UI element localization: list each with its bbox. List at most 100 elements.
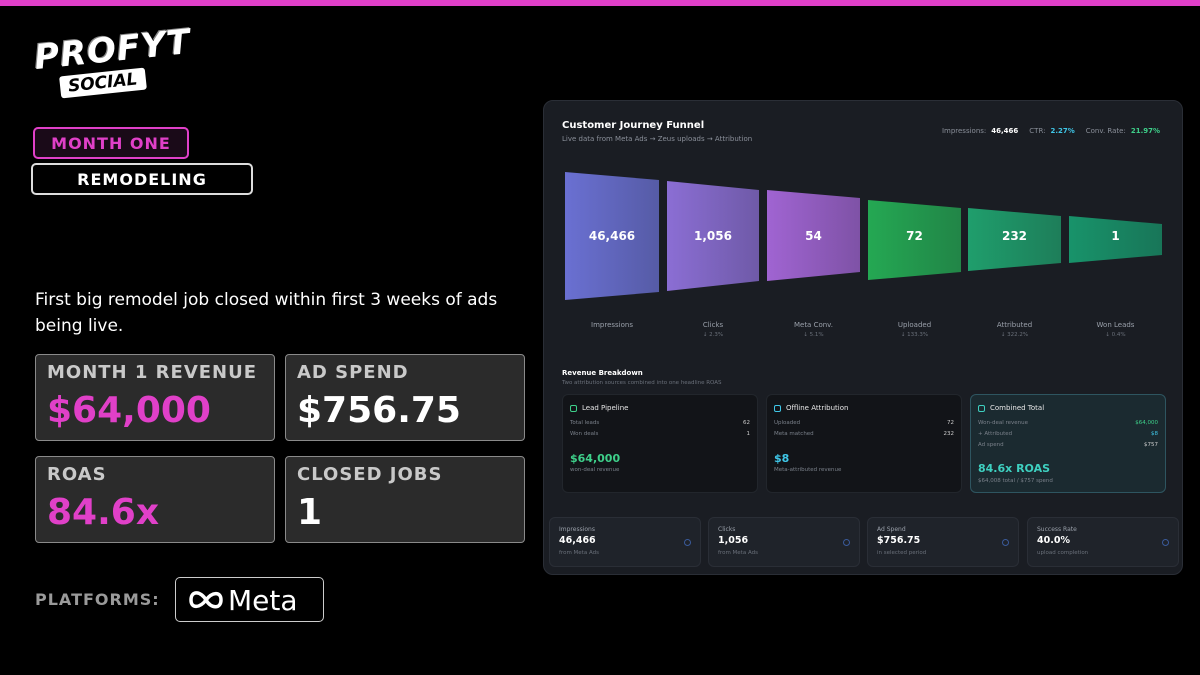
row-value: $757 [1144, 442, 1158, 448]
metric-card: Ad Spend $756.75 in selected period [867, 517, 1019, 567]
card-title: Offline Attribution [786, 404, 849, 412]
funnel-change: ↓ 322.2% [1001, 331, 1028, 338]
stat-label: AD SPEND [297, 362, 409, 383]
funnel-stage [868, 200, 961, 280]
row-value: 1 [746, 431, 751, 437]
metric-value: 40.0% [1037, 535, 1070, 546]
funnel-stage [565, 172, 659, 300]
tag-month: MONTH ONE [33, 127, 189, 159]
card-amount: $8 [774, 452, 790, 465]
card-icon [570, 405, 577, 412]
funnel-value: 232 [1002, 229, 1027, 243]
stat-card: ROAS 84.6x [35, 456, 275, 543]
row-value: 232 [943, 431, 955, 437]
metric-label: Success Rate [1037, 526, 1077, 533]
row-label: Total leads [570, 420, 600, 426]
summary: Impressions: 46,466 CTR: 2.27% Conv. Rate: 21… [942, 127, 1166, 135]
meta-logo [189, 591, 223, 609]
metric-icon [1002, 539, 1009, 546]
metric-label: Impressions [559, 526, 595, 533]
summary-value: 2.27% [1050, 127, 1075, 135]
card-note: won-deal revenue [570, 467, 620, 473]
metric-icon [1162, 539, 1169, 546]
stat-value: 1 [297, 492, 323, 533]
metric-icon [684, 539, 691, 546]
metric-label: Clicks [718, 526, 736, 533]
funnel-label: Clicks [703, 321, 724, 329]
stat-value: 84.6x [47, 492, 160, 533]
dashboard-subtitle: Live data from Meta Ads → Zeus uploads →… [562, 135, 753, 143]
description: First big remodel job closed within firs… [35, 290, 498, 336]
funnel-change: ↓ 2.3% [703, 331, 723, 338]
card-note: $64,008 total / $757 spend [978, 478, 1053, 484]
row-label: Ad spend [978, 442, 1004, 448]
dashboard-panel [543, 100, 1183, 575]
funnel-value: 72 [906, 229, 923, 243]
card-note: Meta-attributed revenue [774, 467, 842, 473]
metric-note: from Meta Ads [559, 550, 599, 556]
metric-value: 46,466 [559, 535, 596, 546]
top-bar [0, 0, 1200, 6]
platform-name: Meta [228, 584, 298, 617]
funnel-value: 54 [805, 229, 822, 243]
stat-value: $756.75 [297, 390, 461, 431]
metric-label: Ad Spend [877, 526, 906, 533]
funnel-stage [767, 190, 860, 281]
funnel-stage [667, 181, 759, 291]
breakdown-card: Offline Attribution Uploaded 72 Meta matche… [766, 394, 962, 493]
card-title: Lead Pipeline [582, 404, 629, 412]
row-value: $64,000 [1135, 420, 1158, 426]
row-label: Meta matched [774, 431, 814, 437]
card-amount: $64,000 [570, 452, 621, 465]
breakdown-subtitle: Two attribution sources combined into on… [562, 380, 722, 386]
meta-infinity [189, 591, 223, 609]
stat-card: MONTH 1 REVENUE $64,000 [35, 354, 275, 441]
funnel-stage [1069, 216, 1162, 263]
row-label: Won-deal revenue [978, 420, 1028, 426]
funnel-label: Won Leads [1097, 321, 1135, 329]
row-label: Won deals [570, 431, 599, 437]
funnel-value: 1,056 [694, 229, 732, 243]
summary-value: 21.97% [1130, 127, 1160, 135]
funnel: 46,466 Impressions 1,056 Clicks ↓ 2.3% 54 Meta… [565, 172, 1162, 338]
summary-label: Conv. Rate: [1085, 127, 1126, 135]
stat-value: $64,000 [47, 390, 211, 431]
row-label: Uploaded [774, 420, 801, 426]
stat-card: AD SPEND $756.75 [285, 354, 525, 441]
stat-label: ROAS [47, 464, 107, 485]
metric-note: in selected period [877, 550, 927, 556]
card-icon [774, 405, 781, 412]
logo-main: PROFYT [32, 21, 193, 79]
funnel-change: ↓ 0.4% [1105, 331, 1125, 338]
platforms-label: PLATFORMS: [35, 590, 160, 609]
funnel-value: 46,466 [589, 229, 635, 243]
row-value: 72 [947, 420, 954, 426]
stat-card: CLOSED JOBS 1 [285, 456, 525, 543]
metric-card: Impressions 46,466 from Meta Ads [549, 517, 701, 567]
breakdown-card: Combined Total Won-deal revenue $64,000 + A… [970, 394, 1166, 493]
stat-label: CLOSED JOBS [297, 464, 443, 485]
funnel-label: Meta Conv. [794, 321, 833, 329]
card-icon [978, 405, 985, 412]
row-value: 62 [743, 420, 750, 426]
card-amount: 84.6x ROAS [978, 462, 1051, 475]
card-title: Combined Total [990, 404, 1045, 412]
row-value: $8 [1151, 431, 1158, 437]
tag-category: REMODELING [31, 163, 253, 195]
metric-card: Success Rate 40.0% upload completion [1027, 517, 1179, 567]
breakdown-title: Revenue Breakdown [562, 369, 643, 377]
platform-badge: Meta [175, 577, 324, 622]
funnel-change: ↓ 133.3% [901, 331, 928, 338]
metric-value: $756.75 [877, 535, 921, 546]
funnel-value: 1 [1111, 229, 1119, 243]
dashboard-title: Customer Journey Funnel [562, 120, 705, 131]
summary-label: CTR: [1029, 127, 1046, 135]
metric-note: from Meta Ads [718, 550, 758, 556]
row-label: + Attributed [978, 431, 1013, 437]
funnel-change: ↓ 5.1% [803, 331, 823, 338]
breakdown-card: Lead Pipeline Total leads 62 Won deals 1 $64,… [562, 394, 758, 493]
metric-value: 1,056 [718, 535, 749, 546]
funnel-label: Attributed [997, 321, 1032, 329]
